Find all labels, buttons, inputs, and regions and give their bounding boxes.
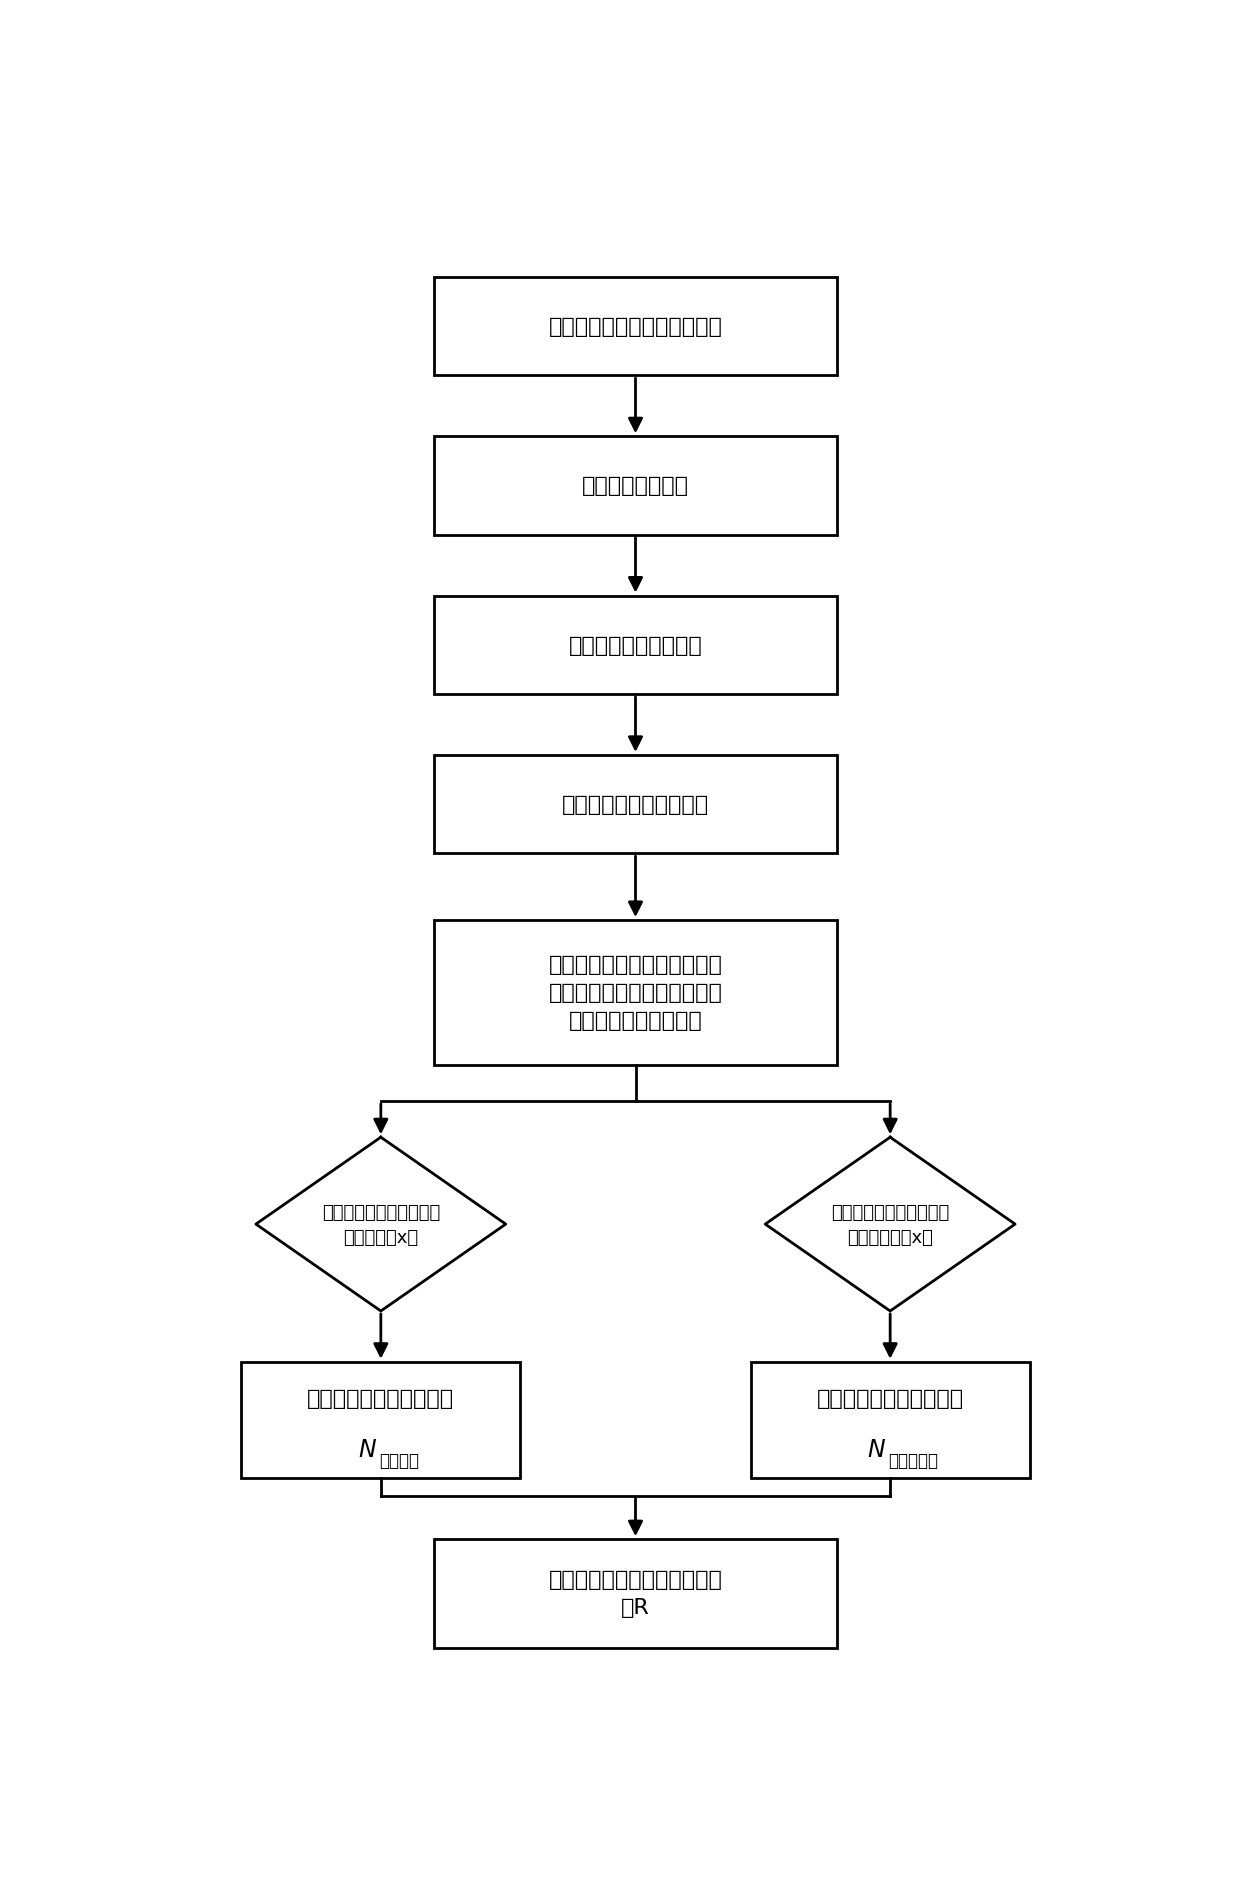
- Text: 单体可放出电量达到单体
额定容量的x倍: 单体可放出电量达到单体 额定容量的x倍: [321, 1203, 440, 1246]
- Text: 记录当前电池组循环次数: 记录当前电池组循环次数: [308, 1387, 454, 1408]
- Bar: [434, 1540, 837, 1649]
- Bar: [434, 596, 837, 694]
- Bar: [751, 1361, 1029, 1478]
- Bar: [434, 278, 837, 376]
- Text: 电池组可放出电量达到单
体额定容量的x倍: 电池组可放出电量达到单 体额定容量的x倍: [831, 1203, 950, 1246]
- Text: N: N: [358, 1436, 376, 1461]
- Text: 电池组循环: 电池组循环: [888, 1451, 939, 1470]
- Text: 将单体串联构成电池组: 将单体串联构成电池组: [569, 635, 702, 656]
- Text: 单体循环: 单体循环: [379, 1451, 419, 1470]
- Text: 记录当前电池组循环次数: 记录当前电池组循环次数: [817, 1387, 963, 1408]
- Text: 计算电池组可放出电量衰减系
数R: 计算电池组可放出电量衰减系 数R: [548, 1570, 723, 1617]
- Text: 选用同一充放电机制对电池组
和单体进行循环充放电并记录
每次循环的可放出电量: 选用同一充放电机制对电池组 和单体进行循环充放电并记录 每次循环的可放出电量: [548, 955, 723, 1030]
- Bar: [434, 756, 837, 854]
- Text: 将电池组放置待测温度下: 将电池组放置待测温度下: [562, 795, 709, 814]
- Bar: [242, 1361, 521, 1478]
- Bar: [434, 436, 837, 536]
- Text: 将各单体放空后进行容量测试: 将各单体放空后进行容量测试: [548, 318, 723, 337]
- Bar: [434, 921, 837, 1066]
- Text: N: N: [868, 1436, 885, 1461]
- Text: 将各单体分别充满: 将各单体分别充满: [582, 476, 689, 496]
